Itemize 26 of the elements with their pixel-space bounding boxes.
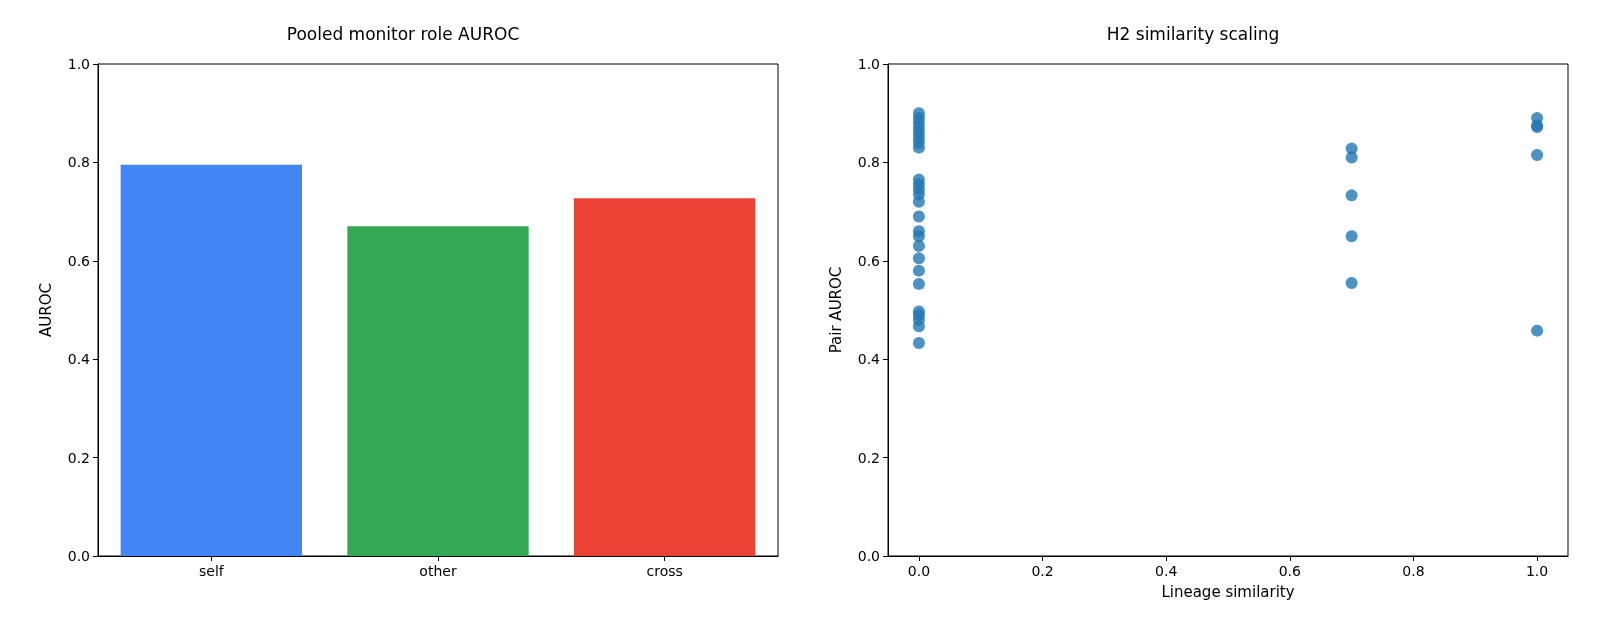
x-tick-label: 0.6 [1278,563,1302,579]
x-tick-label: 0.4 [1155,563,1178,579]
y-tick-label: 0.4 [67,351,91,368]
x-tick-label: self [198,563,225,579]
y-tick-label: 1.0 [67,56,90,72]
x-tick-label: other [419,563,457,579]
x-axis-title: Lineage similarity [1161,582,1295,601]
y-tick-label: 0.0 [67,548,90,564]
y-tick-label: 0.2 [67,449,90,466]
x-tick-label: 1.0 [1525,563,1549,579]
y-axis-title: Pair AUROC [826,266,845,354]
x-tick-label: cross [646,563,683,579]
y-tick-label: 0.4 [857,351,881,368]
x-tick-label: 0.8 [1402,563,1425,579]
x-tick-label: 0.0 [907,563,931,579]
chart-title: Pooled monitor role AUROC [286,23,520,44]
y-tick-label: 0.8 [67,154,90,171]
y-tick-label: 0.8 [857,154,880,171]
y-tick-label: 0.0 [857,548,880,564]
x-tick-label: 0.2 [1031,563,1054,579]
y-tick-label: 1.0 [857,56,880,72]
y-axis-title: AUROC [36,283,55,337]
y-tick-label: 0.6 [67,252,91,269]
y-tick-label: 0.6 [857,252,881,269]
y-tick-label: 0.2 [857,449,880,466]
chart-title: H2 similarity scaling [1106,23,1280,44]
